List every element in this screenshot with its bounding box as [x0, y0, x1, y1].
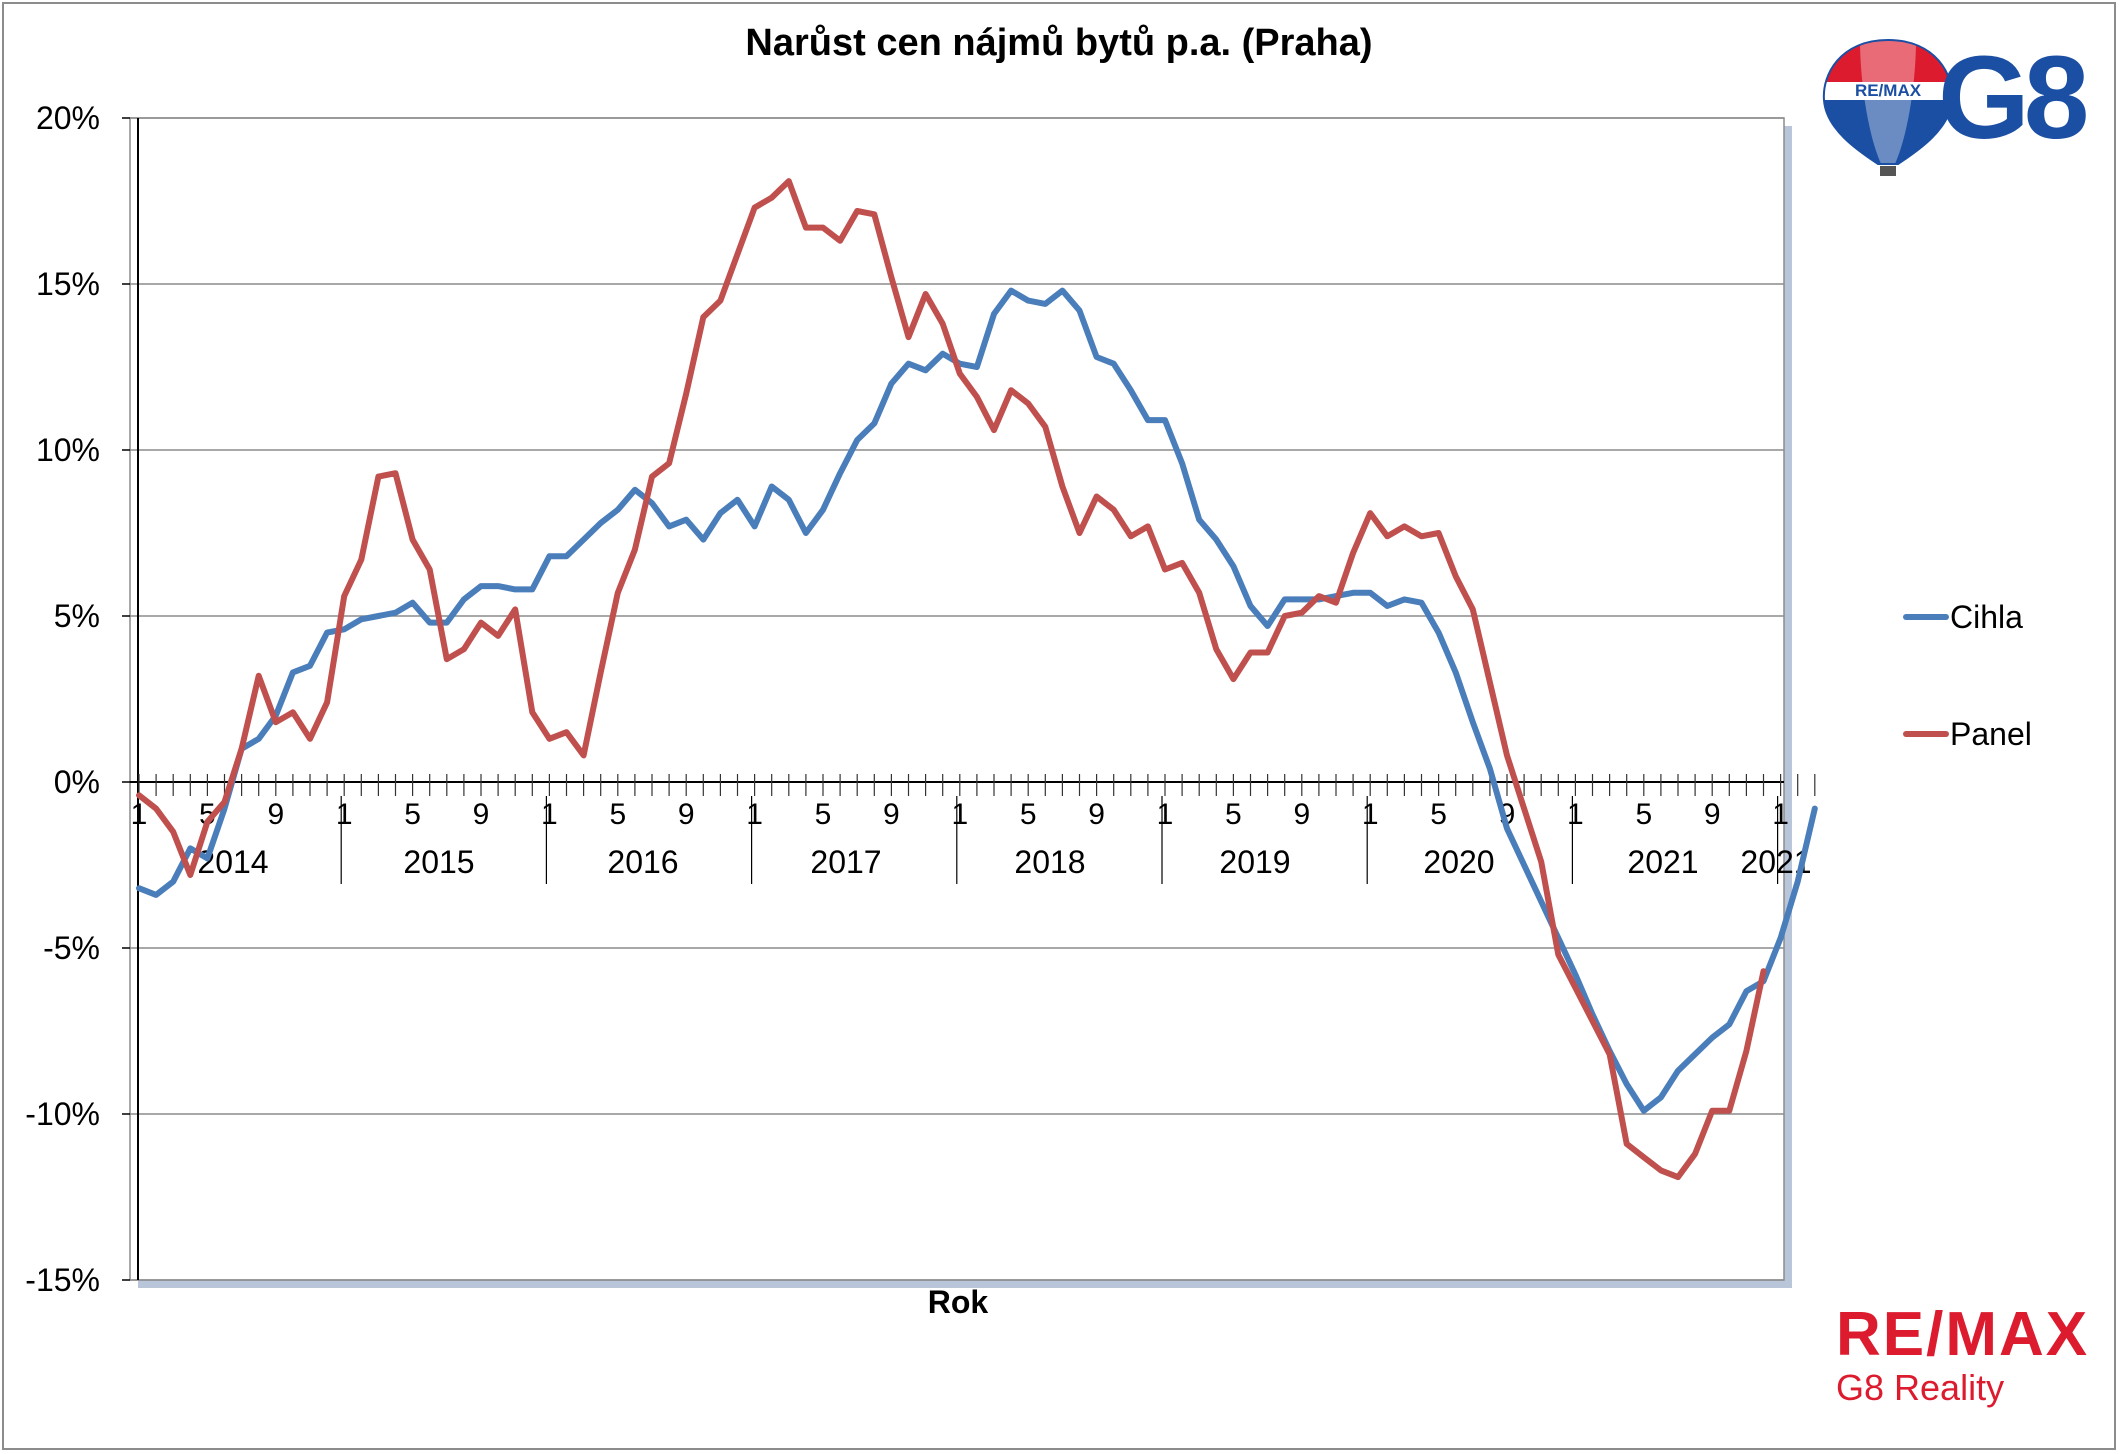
x-month-label: 5	[1020, 798, 1037, 831]
x-year-label: 2016	[607, 844, 678, 880]
x-month-label: 1	[1567, 798, 1584, 831]
g8-logo-text: G8	[1938, 32, 2089, 164]
legend: Cihla Panel	[1903, 599, 2032, 752]
gridlines	[130, 117, 1784, 1281]
x-month-label: 1	[131, 798, 148, 831]
x-month-label: 1	[541, 798, 558, 831]
x-axis-label: Rok	[928, 1284, 989, 1320]
series-line-panel	[136, 178, 1767, 1181]
x-month-label: 9	[473, 798, 490, 831]
x-month-label: 1	[951, 798, 968, 831]
x-month-label: 1	[1157, 798, 1174, 831]
y-tick-label: 15%	[36, 266, 100, 302]
remax-footer-logo: RE/MAX G8 Reality	[1836, 1300, 2090, 1408]
x-month-label: 5	[815, 798, 832, 831]
x-year-label: 2015	[403, 844, 474, 880]
x-month-label: 5	[1430, 798, 1447, 831]
x-year-label: 2021	[1627, 844, 1698, 880]
x-month-label: 9	[1704, 798, 1721, 831]
y-tick-label: -10%	[25, 1096, 100, 1132]
remax-subtitle: G8 Reality	[1836, 1367, 2005, 1408]
balloon-icon: RE/MAX	[1822, 38, 1954, 176]
chart-title: Narůst cen nájmů bytů p.a. (Praha)	[745, 22, 1372, 64]
y-tick-label: -5%	[43, 930, 100, 966]
x-month-label: 9	[678, 798, 695, 831]
y-tick-label: -15%	[25, 1262, 100, 1298]
legend-label-cihla: Cihla	[1950, 599, 2023, 635]
x-month-label: 5	[609, 798, 626, 831]
x-month-label: 9	[1293, 798, 1310, 831]
x-month-label: 5	[1635, 798, 1652, 831]
remax-g8-logo: RE/MAX	[1820, 30, 2090, 180]
legend-label-panel: Panel	[1950, 716, 2032, 752]
x-year-label: 2020	[1423, 844, 1494, 880]
remax-brand: RE/MAX	[1836, 1300, 2090, 1369]
x-month-label: 5	[404, 798, 421, 831]
x-month-label: 9	[1088, 798, 1105, 831]
x-month-label: 1	[336, 798, 353, 831]
series-line-cihla	[136, 287, 1818, 1114]
x-month-label: 9	[267, 798, 284, 831]
x-month-label: 1	[746, 798, 763, 831]
y-tick-label: 20%	[36, 100, 100, 136]
y-tick-label: 10%	[36, 432, 100, 468]
y-axis: 20% 15% 10% 5% 0% -5% -10% -15%	[25, 100, 139, 1298]
x-month-label: 1	[1362, 798, 1379, 831]
x-month-label: 5	[199, 798, 216, 831]
balloon-label: RE/MAX	[1855, 81, 1922, 100]
series-lines	[136, 178, 1818, 1181]
y-tick-label: 0%	[54, 764, 100, 800]
plot-background	[129, 117, 1785, 1281]
x-year-label: 2019	[1219, 844, 1290, 880]
x-month-label: 5	[1225, 798, 1242, 831]
y-tick-label: 5%	[54, 598, 100, 634]
x-month-label: 1	[1772, 798, 1789, 831]
x-month-label: 9	[883, 798, 900, 831]
x-year-label: 2017	[810, 844, 881, 880]
x-year-label: 2018	[1014, 844, 1085, 880]
plot-area	[129, 117, 1792, 1288]
